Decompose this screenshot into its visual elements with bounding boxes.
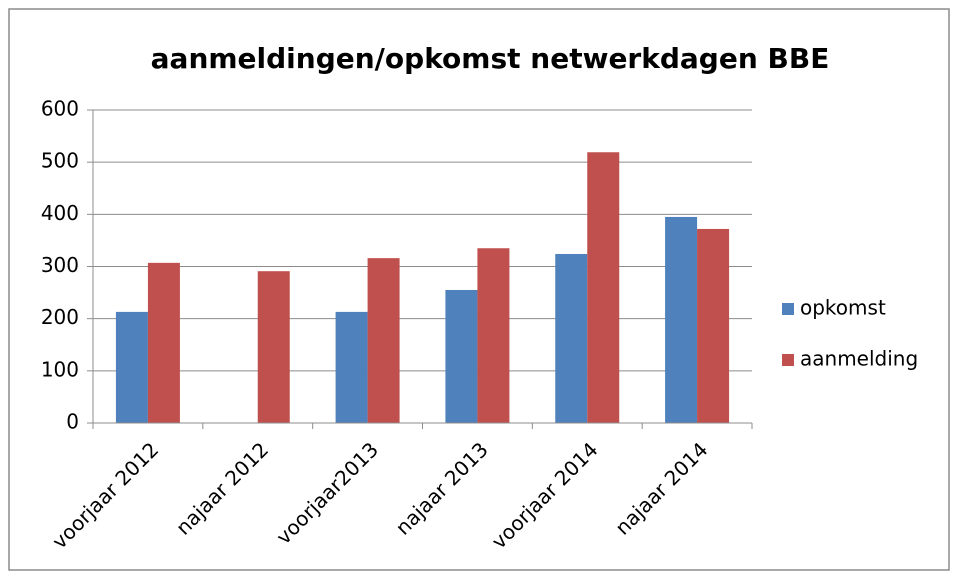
y-tick-label: 200 — [41, 305, 79, 329]
legend-label: aanmelding — [800, 347, 918, 371]
y-tick-label: 400 — [41, 201, 79, 225]
bar — [147, 262, 180, 423]
legend-label: opkomst — [800, 296, 886, 320]
legend-swatch — [782, 354, 794, 366]
y-tick-label: 0 — [66, 410, 79, 434]
legend-swatch — [782, 303, 794, 315]
bar — [115, 311, 148, 423]
y-tick-label: 500 — [41, 149, 79, 173]
bar — [555, 253, 588, 423]
bar — [367, 258, 400, 423]
bar — [587, 152, 620, 423]
y-tick-label: 300 — [41, 253, 79, 277]
y-tick-label: 100 — [41, 357, 79, 381]
chart-title: aanmeldingen/opkomst netwerkdagen BBE — [151, 42, 830, 75]
bar — [257, 271, 290, 423]
y-tick-label: 600 — [41, 97, 79, 121]
bar — [335, 311, 368, 423]
bar — [477, 248, 510, 423]
bar — [665, 216, 698, 423]
bar — [697, 228, 730, 423]
bar — [445, 289, 478, 423]
